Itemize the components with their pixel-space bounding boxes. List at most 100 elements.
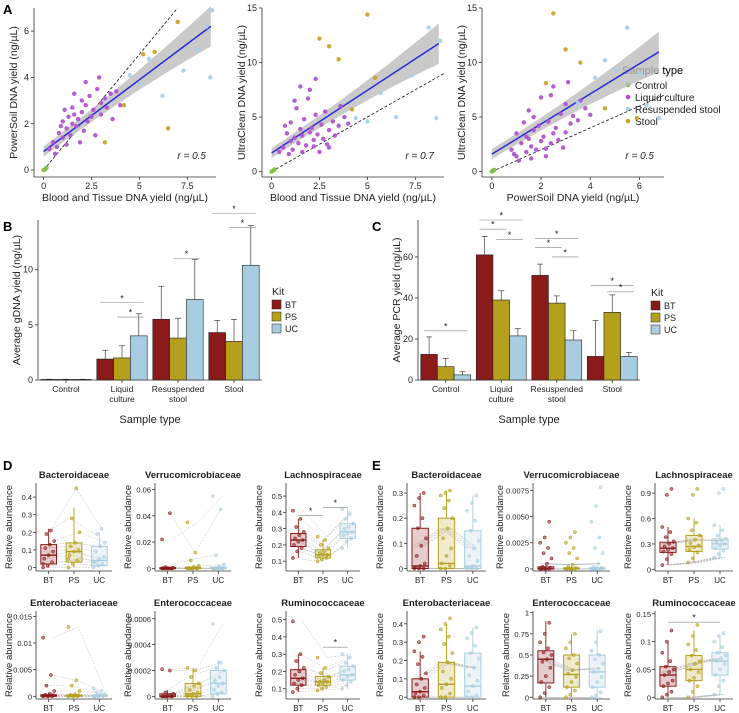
data-point — [723, 653, 728, 658]
data-point — [663, 664, 668, 669]
box-plot-d4: Enterobacteriaceae 0 0.005 0.01 0.015Relativ… — [4, 598, 118, 713]
plot-title: Verrucomicrobiaceae — [523, 470, 619, 481]
data-point — [292, 681, 296, 686]
data-point — [75, 558, 80, 563]
y-tick-label: 0.0002 — [128, 667, 151, 676]
data-point — [469, 631, 474, 635]
significance-star: * — [185, 249, 189, 259]
data-point — [720, 645, 725, 650]
data-point — [602, 58, 608, 63]
data-point — [474, 493, 479, 498]
category-label-line: Control — [52, 384, 80, 394]
y-axis-label: Relative abundance — [123, 485, 134, 569]
data-point — [73, 540, 77, 545]
data-point — [600, 551, 605, 556]
data-point — [210, 494, 215, 498]
y-tick-label: 0.4 — [272, 508, 282, 517]
data-point — [99, 526, 104, 531]
data-point — [340, 652, 345, 656]
x-tick-label: BT — [293, 704, 303, 713]
data-point — [545, 561, 549, 566]
data-point — [292, 98, 297, 103]
box-plot-d1: Bacteroidaceae 0 0.1 0.2 0.3 0.4 Relative abun… — [4, 470, 112, 585]
data-point — [665, 557, 669, 562]
data-point — [317, 36, 322, 41]
x-tick-label: BT — [415, 576, 425, 585]
y-tick-label: 0.0025 — [506, 539, 529, 548]
data-point — [127, 72, 132, 78]
y-axis-label: Relative abundance — [4, 613, 15, 697]
data-point — [301, 666, 306, 670]
data-point — [441, 536, 445, 541]
data-point — [79, 109, 85, 115]
data-point — [524, 149, 529, 155]
x-tick-label: BT — [44, 704, 54, 713]
data-point — [95, 86, 100, 92]
data-point — [71, 562, 75, 566]
data-point — [474, 693, 479, 698]
data-point — [450, 516, 455, 521]
data-point — [163, 565, 168, 569]
data-point — [318, 543, 323, 547]
data-point — [717, 552, 721, 556]
data-point — [62, 107, 67, 113]
data-point — [292, 135, 297, 140]
data-point — [593, 657, 597, 662]
y-axis-label: Relative abundance — [123, 613, 134, 697]
y-axis-label: UltraClean DNA yield (ng/µL) — [456, 25, 468, 160]
pair-line — [664, 694, 717, 698]
data-point — [671, 667, 676, 672]
data-point — [578, 60, 583, 65]
data-point — [193, 668, 198, 673]
data-point — [634, 115, 640, 121]
data-point — [77, 689, 82, 693]
data-point — [326, 145, 332, 150]
bar-chart-b: 0 5 10 Control Liquid culture * * Resuspended sto… — [11, 204, 298, 426]
box — [437, 517, 456, 569]
x-tick-label: UC — [94, 704, 106, 713]
data-point — [714, 659, 719, 663]
data-point — [103, 692, 107, 697]
data-point — [311, 137, 316, 143]
data-point — [413, 691, 418, 696]
data-point — [589, 695, 594, 700]
data-point — [692, 675, 696, 680]
scatter-a3: 0 2 4 6 0 5 10 15 PowerSoil DNA yield (ng/µL) Ult… — [456, 3, 665, 204]
bar — [169, 337, 187, 381]
bar — [564, 339, 583, 381]
bar — [96, 358, 114, 381]
pair-line — [172, 623, 223, 670]
pair-line — [44, 517, 95, 535]
data-point — [315, 534, 320, 539]
data-point — [697, 533, 702, 538]
y-tick-label: 0 — [525, 693, 529, 702]
x-tick-label: UC — [714, 704, 726, 713]
bar — [40, 379, 58, 381]
data-point — [344, 539, 349, 544]
x-tick-label: BT — [163, 576, 173, 585]
data-point — [543, 81, 549, 86]
category-label-line: culture — [488, 394, 514, 404]
data-point — [717, 634, 721, 638]
pair-line — [671, 658, 724, 673]
data-point — [68, 133, 73, 138]
legend-label-liquid-culture: Liquid culture — [635, 93, 695, 104]
correlation-annotation: r = 0.5 — [177, 151, 206, 162]
data-point — [323, 666, 328, 670]
y-tick-label: 0 — [647, 693, 651, 702]
data-point — [100, 562, 105, 566]
data-point — [291, 690, 295, 694]
data-point — [543, 146, 549, 151]
data-point — [666, 547, 670, 552]
data-point — [318, 671, 323, 675]
data-point — [345, 674, 350, 679]
y-axis-label: Relative abundance — [495, 485, 506, 569]
data-point — [662, 673, 667, 677]
pair-line — [302, 621, 353, 658]
data-point — [338, 103, 343, 109]
significance-star: * — [232, 204, 236, 214]
data-point — [417, 640, 421, 645]
x-axis-label: Blood and Tissue DNA yield (ng/µL) — [270, 192, 436, 204]
data-point — [187, 566, 192, 571]
